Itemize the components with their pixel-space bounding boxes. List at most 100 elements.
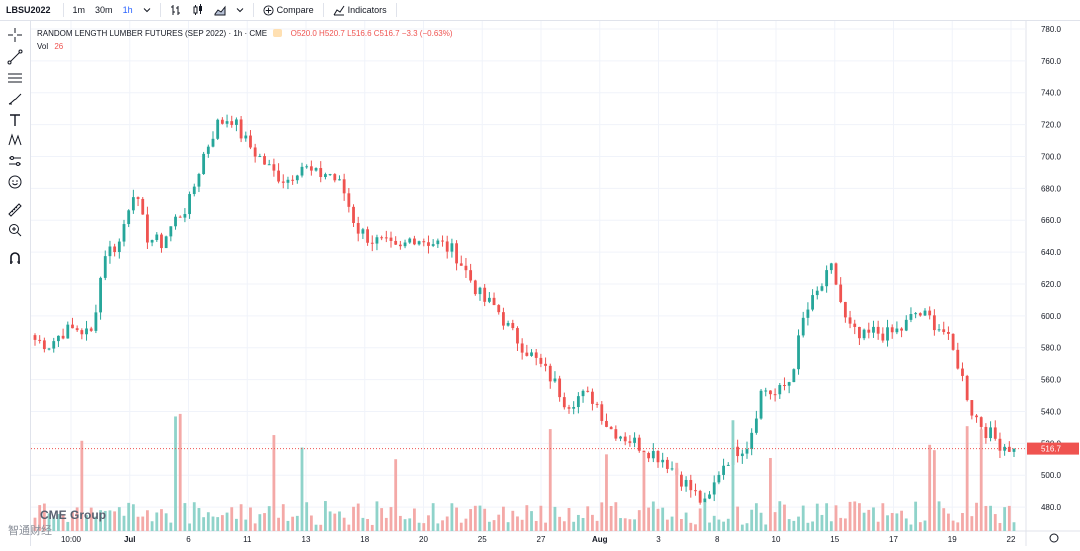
candle [38,339,42,341]
candle [581,390,585,397]
volume-bar [258,514,262,531]
indicators-button[interactable]: Indicators [328,5,392,16]
brush-icon[interactable] [7,91,23,107]
toolbar-divider [62,3,64,17]
volume-bar [909,524,913,531]
text-icon[interactable] [7,112,23,128]
candle [272,164,276,171]
volume-bar [506,522,510,531]
volume-bar [783,504,786,531]
candle [998,438,1002,451]
volume-bar [759,512,763,531]
volume-bar [502,506,505,531]
volume-bar [253,523,257,531]
volume-bar [108,510,112,531]
volume-bar [122,515,126,531]
candle [277,170,280,182]
candle [413,238,416,245]
candle [431,244,435,246]
candles-icon[interactable] [187,4,209,16]
candle [492,297,496,306]
volume-bar [881,503,885,531]
candle [160,234,163,249]
crosshair-icon[interactable] [7,27,23,43]
candle [530,352,533,356]
volume-bar [394,459,398,531]
candle [970,400,974,416]
candlestick-chart[interactable]: 480.0500.0520.0540.0560.0580.0600.0620.0… [31,21,1080,546]
volume-bar [174,416,177,531]
volume-bar [694,524,697,531]
candle [230,121,234,125]
candle [895,328,899,333]
volume-bar [375,501,379,531]
candle [117,241,121,253]
volume-bar [267,506,271,531]
candle [656,451,660,463]
horizontal-lines-icon[interactable] [7,70,23,86]
volume-bar [853,501,857,531]
candle [956,349,960,369]
emoji-icon[interactable] [7,174,23,190]
candle [352,206,355,223]
compare-button[interactable]: Compare [258,4,319,16]
interval-dropdown-icon[interactable] [138,6,156,14]
top-toolbar: LBSU2022 1m 30m 1h Compare Indicators [0,0,1080,21]
volume-bar [417,522,421,531]
volume-bar [867,509,871,531]
y-tick-label: 540.0 [1041,407,1062,416]
chart-area[interactable]: 480.0500.0520.0540.0560.0580.0600.0620.0… [31,21,1080,546]
volume-value: 26 [54,42,64,51]
candle [469,270,473,281]
volume-bar [778,501,782,531]
candle [408,238,412,243]
trend-line-icon[interactable] [7,49,23,65]
pattern-icon[interactable] [7,132,23,148]
area-style-icon[interactable] [209,4,231,16]
settings-gear-icon[interactable] [1049,533,1059,543]
interval-1m[interactable]: 1m [72,5,86,15]
candle [384,237,388,239]
candle [858,326,861,339]
candle [375,237,379,244]
volume-bar [567,507,571,531]
candle [1003,446,1007,451]
volume-bar [670,516,674,531]
volume-bar [619,518,622,531]
candle [389,237,393,241]
candle [745,449,749,454]
x-tick-label: 17 [889,535,898,544]
candle [520,343,524,353]
candle [717,474,721,483]
ruler-icon[interactable] [7,202,23,218]
volume-bar [197,508,201,531]
candle [961,368,964,376]
volume-bar [708,522,711,531]
candle [637,437,641,451]
volume-bar [530,511,533,531]
candle [792,369,796,383]
volume-bar [1003,507,1007,531]
prediction-icon[interactable] [7,153,23,169]
candle [291,179,295,181]
volume-bar [183,503,187,531]
interval-30m[interactable]: 30m [95,5,113,15]
y-tick-label: 580.0 [1041,344,1062,353]
interval-1h[interactable]: 1h [122,5,133,15]
volume-bar [216,517,220,531]
candle [324,174,327,178]
candle [178,216,182,218]
bar-style-icon[interactable] [165,4,187,16]
magnet-icon[interactable] [7,250,23,266]
candle [295,175,299,181]
volume-bar [1007,505,1011,531]
candle [281,181,285,183]
market-status-badge[interactable] [273,29,283,37]
zoom-in-icon[interactable] [7,222,23,238]
volume-bar [155,512,159,531]
candle [553,378,557,382]
style-dropdown-icon[interactable] [231,6,249,14]
symbol-label[interactable]: LBSU2022 [6,5,51,15]
y-tick-label: 700.0 [1041,152,1062,161]
candle [445,241,449,252]
